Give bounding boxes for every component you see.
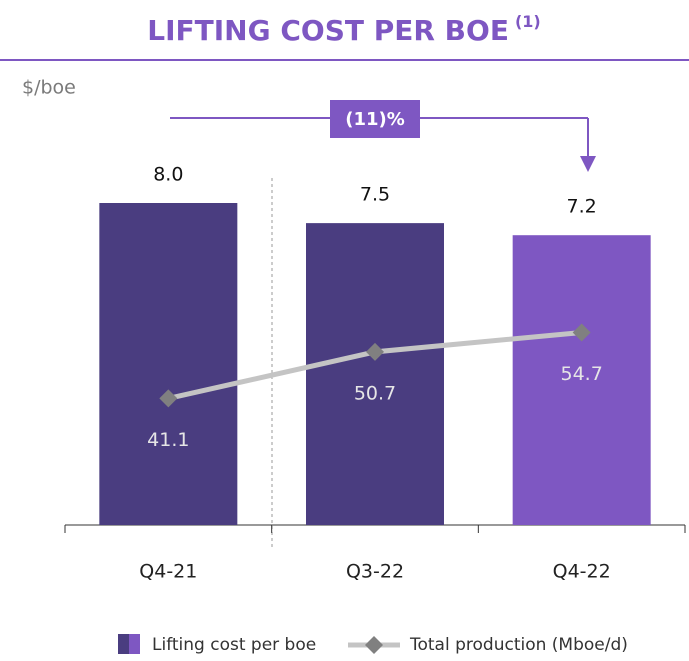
unit-label: $/boe — [22, 77, 76, 99]
bar-value-label: 7.5 — [360, 184, 390, 206]
x-tick-label: Q3-22 — [346, 561, 404, 583]
title-note: (1) — [515, 12, 541, 31]
bar-value-label: 8.0 — [153, 164, 183, 186]
line-value-label: 41.1 — [147, 429, 189, 451]
line-value-label: 50.7 — [354, 382, 396, 404]
legend-marker — [365, 636, 383, 654]
x-tick-label: Q4-21 — [139, 561, 197, 583]
bar — [306, 223, 444, 525]
plot: Q4-21 Q3-22 Q4-22 8.0 7.5 7.2 41.1 50.7 54.7 — [64, 164, 686, 583]
bar — [99, 203, 238, 525]
line-marker — [572, 323, 591, 342]
title-text: LIFTING COST PER BOE — [147, 14, 509, 47]
legend-swatch — [129, 634, 140, 654]
change-arrow — [580, 156, 596, 172]
legend-label: Total production (Mboe/d) — [409, 635, 628, 655]
change-label: (11)% — [345, 109, 405, 130]
line-marker — [159, 389, 178, 408]
bar-value-label: 7.2 — [567, 196, 597, 218]
change-box — [330, 100, 420, 138]
x-tick-label: Q4-22 — [553, 561, 611, 583]
legend-label: Lifting cost per boe — [152, 635, 316, 655]
legend-swatch — [118, 634, 129, 654]
chart-title: LIFTING COST PER BOE (1) — [147, 12, 540, 48]
line-marker — [366, 342, 384, 361]
bar — [512, 235, 651, 525]
line-value-label: 54.7 — [561, 363, 603, 385]
